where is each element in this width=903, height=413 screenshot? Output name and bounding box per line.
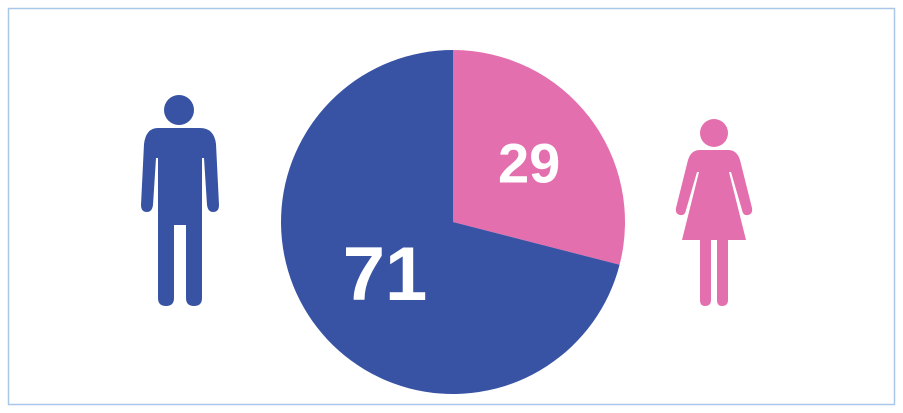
- data-label: 29: [498, 131, 560, 194]
- male-icon: [141, 95, 219, 306]
- female-icon: [675, 119, 753, 306]
- pie-slice: [453, 50, 625, 265]
- data-label: 71: [343, 232, 428, 317]
- pie-slice: [281, 50, 620, 394]
